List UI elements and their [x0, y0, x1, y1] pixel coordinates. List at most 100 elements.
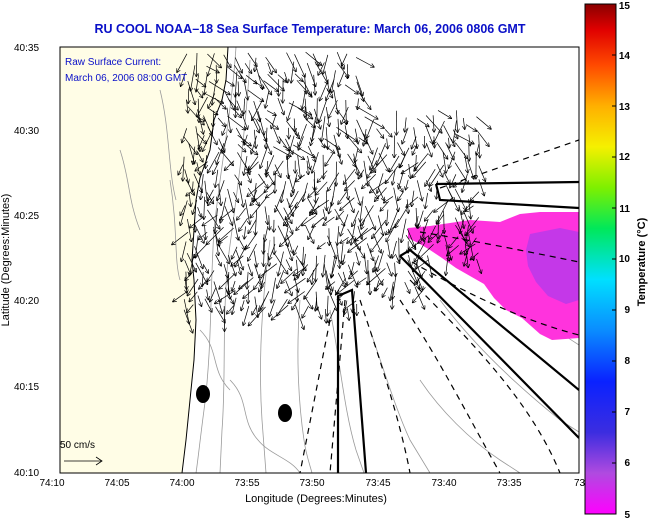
current-vector [187, 304, 194, 313]
current-vector [222, 124, 228, 135]
current-vector [416, 180, 422, 200]
current-vector [306, 119, 315, 127]
current-vector [418, 235, 429, 243]
current-vector [189, 216, 204, 228]
current-vector [215, 306, 226, 323]
current-vector [361, 219, 366, 229]
current-vector [235, 244, 248, 267]
current-vector [258, 173, 268, 188]
current-vector [395, 207, 408, 227]
current-vector [460, 243, 476, 254]
colorbar-tick-label: 15 [619, 1, 631, 12]
y-tick-label: 40:10 [14, 468, 39, 479]
current-vector [226, 66, 242, 79]
current-vector [294, 264, 309, 280]
colorbar-label: Temperature (°C) [636, 217, 648, 306]
current-vector [338, 71, 345, 86]
current-vector [326, 281, 336, 290]
current-vector [285, 277, 306, 293]
current-vector [323, 264, 328, 289]
current-vector [462, 173, 468, 192]
current-vector [265, 118, 278, 129]
current-vector [437, 228, 446, 242]
current-vector [197, 206, 202, 217]
current-vector [389, 209, 399, 233]
current-vector [417, 215, 419, 226]
current-vector [237, 207, 246, 220]
current-vector [235, 71, 237, 97]
current-vector [325, 308, 326, 323]
current-vector [296, 259, 298, 278]
current-vector [360, 196, 364, 222]
current-vector [307, 155, 311, 169]
current-vector [228, 98, 238, 110]
current-vector [197, 109, 203, 134]
current-vector [466, 225, 476, 235]
colorbar-tick-label: 11 [619, 204, 630, 215]
current-vector [303, 182, 308, 201]
colorbar-tick-label: 9 [624, 305, 630, 316]
current-vector [337, 291, 347, 300]
colorbar-tick-label: 13 [619, 102, 631, 113]
current-annotation-line2: March 06, 2006 08:00 GMT [65, 73, 187, 84]
current-vector [352, 291, 355, 312]
current-vector [357, 225, 362, 239]
current-vector [269, 244, 276, 260]
current-vector [347, 235, 355, 243]
current-vector [253, 80, 265, 88]
current-vector [479, 134, 480, 158]
current-vector [392, 286, 393, 309]
current-vector [371, 234, 385, 253]
colorbar-tick-label: 12 [619, 152, 631, 163]
current-vector [408, 255, 412, 267]
current-vector [291, 172, 298, 196]
current-vector [257, 111, 264, 134]
current-vector [183, 156, 184, 181]
current-vector [224, 287, 233, 304]
current-vector [449, 236, 459, 248]
current-vector [215, 208, 218, 233]
current-vector [205, 225, 206, 239]
current-vector [318, 62, 325, 76]
current-vector [470, 252, 479, 260]
current-vector [294, 54, 306, 77]
current-vector [271, 115, 277, 128]
current-vector [206, 65, 220, 73]
current-vector [185, 268, 197, 280]
current-vector [246, 173, 251, 182]
current-vector [199, 135, 205, 148]
current-vector [314, 74, 316, 95]
current-vector [271, 277, 276, 303]
station-marker-1 [196, 385, 210, 403]
current-vector [468, 198, 471, 219]
x-tick-label: 73:40 [431, 478, 456, 489]
current-vector [244, 226, 245, 239]
map-plot-area [59, 46, 580, 474]
current-vector [208, 151, 220, 173]
current-vector [355, 57, 374, 67]
x-tick-label: 74:10 [39, 478, 64, 489]
current-vector [208, 53, 215, 75]
current-vector [323, 216, 335, 225]
current-vector [329, 195, 334, 214]
current-vector [274, 254, 288, 274]
current-vector [476, 144, 480, 155]
current-vector [207, 53, 221, 68]
current-vector [267, 73, 284, 91]
current-vector [180, 200, 188, 226]
current-vector [449, 137, 450, 148]
current-vector [352, 210, 360, 227]
current-vector [291, 61, 295, 83]
current-vector [453, 178, 466, 187]
current-vector [185, 277, 187, 294]
current-vector [266, 127, 267, 149]
current-vector [284, 207, 298, 225]
current-vector [228, 271, 229, 294]
current-vector [202, 264, 208, 273]
current-vector [183, 136, 198, 154]
current-vector [285, 201, 298, 220]
current-vector [304, 295, 312, 309]
current-vector [302, 90, 306, 109]
current-vector [239, 218, 248, 231]
current-vector [438, 215, 439, 239]
